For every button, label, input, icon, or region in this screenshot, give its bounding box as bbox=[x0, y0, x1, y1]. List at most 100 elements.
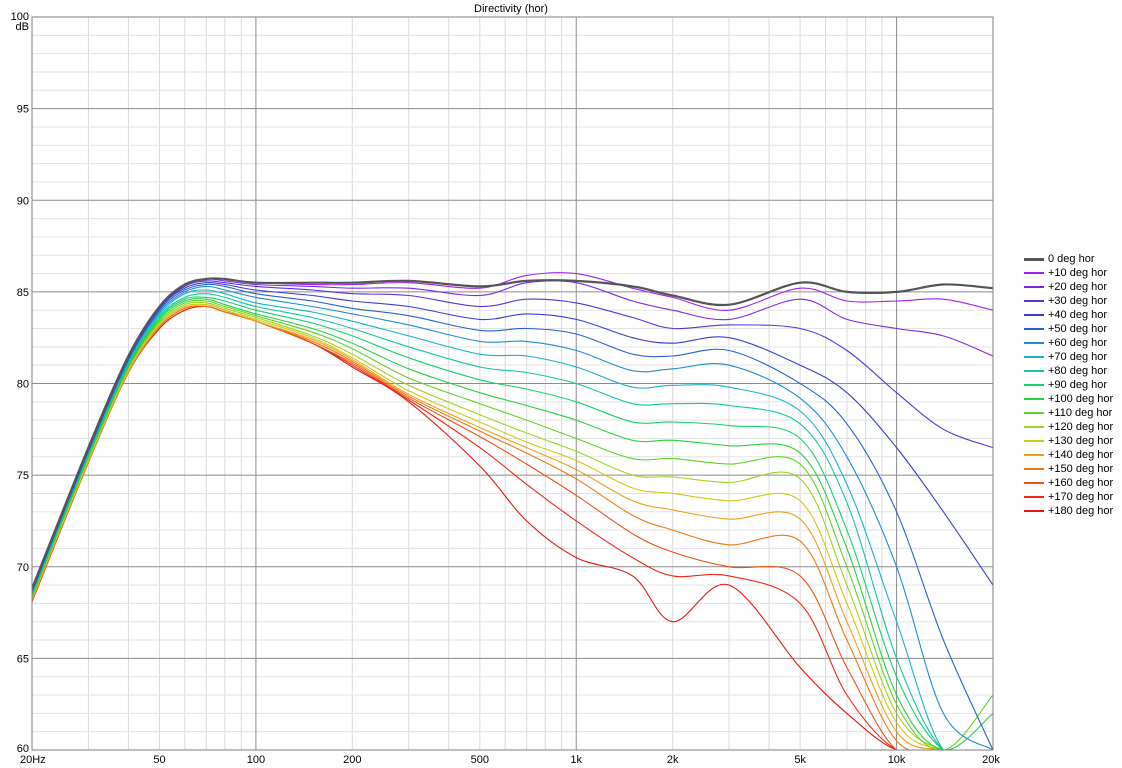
series-line bbox=[32, 289, 993, 750]
legend-item: +170 deg hor bbox=[1024, 490, 1113, 504]
series-line bbox=[32, 301, 993, 750]
y-tick-label: 95 bbox=[17, 104, 29, 116]
y-tick-label: 65 bbox=[17, 653, 29, 665]
legend-swatch bbox=[1024, 440, 1044, 442]
legend-item: +40 deg hor bbox=[1024, 308, 1113, 322]
legend-label: +130 deg hor bbox=[1048, 435, 1114, 447]
series-line bbox=[32, 303, 993, 750]
y-axis-label: dB bbox=[16, 21, 29, 33]
x-tick-label: 5k bbox=[794, 754, 806, 766]
series-line bbox=[32, 305, 993, 750]
legend-label: +180 deg hor bbox=[1048, 505, 1114, 517]
series-line bbox=[32, 299, 993, 750]
legend-swatch bbox=[1024, 342, 1044, 344]
legend-swatch bbox=[1024, 510, 1044, 512]
legend-item: +70 deg hor bbox=[1024, 350, 1113, 364]
series-line bbox=[32, 285, 993, 750]
x-tick-label: 100 bbox=[247, 754, 265, 766]
y-tick-labels: 100 95 90 85 80 75 70 65 60 bbox=[11, 11, 29, 755]
x-tick-label: 1k bbox=[570, 754, 582, 766]
legend-label: +120 deg hor bbox=[1048, 421, 1114, 433]
legend-swatch bbox=[1024, 300, 1044, 302]
legend-swatch bbox=[1024, 426, 1044, 428]
legend-swatch bbox=[1024, 496, 1044, 498]
series-line bbox=[32, 293, 993, 750]
legend-item: +100 deg hor bbox=[1024, 392, 1113, 406]
y-tick-label: 75 bbox=[17, 470, 29, 482]
legend-item: +10 deg hor bbox=[1024, 266, 1113, 280]
legend-item: +150 deg hor bbox=[1024, 462, 1113, 476]
y-tick-label: 90 bbox=[17, 195, 29, 207]
series-line bbox=[32, 305, 993, 750]
x-tick-label: 500 bbox=[471, 754, 489, 766]
legend-swatch bbox=[1024, 314, 1044, 316]
legend-swatch bbox=[1024, 370, 1044, 372]
legend-label: 0 deg hor bbox=[1048, 253, 1095, 265]
legend-label: +10 deg hor bbox=[1048, 267, 1108, 279]
legend-swatch bbox=[1024, 482, 1044, 484]
chart-title: Directivity (hor) bbox=[474, 3, 548, 15]
x-tick-label: 20k bbox=[982, 754, 1000, 766]
x-tick-label: 50 bbox=[153, 754, 165, 766]
y-tick-label: 80 bbox=[17, 379, 29, 391]
legend-swatch bbox=[1024, 286, 1044, 288]
series-line bbox=[32, 298, 993, 750]
legend-swatch bbox=[1024, 412, 1044, 414]
legend-item: +180 deg hor bbox=[1024, 504, 1113, 518]
legend-swatch bbox=[1024, 468, 1044, 470]
legend-label: +140 deg hor bbox=[1048, 449, 1114, 461]
legend-swatch bbox=[1024, 454, 1044, 456]
legend-item: +80 deg hor bbox=[1024, 364, 1113, 378]
x-tick-label: 10k bbox=[888, 754, 906, 766]
legend-item: +160 deg hor bbox=[1024, 476, 1113, 490]
legend-item: +20 deg hor bbox=[1024, 280, 1113, 294]
plot-frame bbox=[31, 16, 994, 751]
legend-label: +110 deg hor bbox=[1048, 407, 1113, 419]
legend-label: +60 deg hor bbox=[1048, 337, 1108, 349]
legend-label: +80 deg hor bbox=[1048, 365, 1108, 377]
legend-item: +30 deg hor bbox=[1024, 294, 1113, 308]
legend-item: +140 deg hor bbox=[1024, 448, 1113, 462]
legend-swatch bbox=[1024, 272, 1044, 274]
x-tick-label: 20Hz bbox=[20, 754, 46, 766]
series-lines bbox=[32, 271, 993, 750]
series-line bbox=[32, 296, 993, 750]
legend-swatch bbox=[1024, 356, 1044, 358]
legend-item: 0 deg hor bbox=[1024, 252, 1113, 266]
legend-item: +110 deg hor bbox=[1024, 406, 1113, 420]
legend-item: +130 deg hor bbox=[1024, 434, 1113, 448]
legend-label: +20 deg hor bbox=[1048, 281, 1108, 293]
legend-label: +170 deg hor bbox=[1048, 491, 1114, 503]
legend-label: +30 deg hor bbox=[1048, 295, 1108, 307]
legend-item: +120 deg hor bbox=[1024, 420, 1113, 434]
x-tick-label: 200 bbox=[343, 754, 361, 766]
legend-label: +150 deg hor bbox=[1048, 463, 1114, 475]
legend-swatch bbox=[1024, 328, 1044, 330]
legend-item: +90 deg hor bbox=[1024, 378, 1113, 392]
series-line bbox=[32, 305, 993, 750]
legend-label: +100 deg hor bbox=[1048, 393, 1114, 405]
series-line bbox=[32, 280, 993, 591]
legend-label: +50 deg hor bbox=[1048, 323, 1108, 335]
legend-swatch bbox=[1024, 398, 1044, 400]
series-line bbox=[32, 305, 993, 750]
series-line bbox=[32, 277, 993, 590]
series-line bbox=[32, 278, 993, 589]
y-tick-label: 85 bbox=[17, 287, 29, 299]
y-tick-label: 60 bbox=[17, 743, 29, 755]
legend-label: +70 deg hor bbox=[1048, 351, 1108, 363]
legend-swatch bbox=[1024, 384, 1044, 386]
y-tick-label: 70 bbox=[17, 562, 29, 574]
legend-label: +40 deg hor bbox=[1048, 309, 1108, 321]
series-line bbox=[32, 283, 993, 750]
x-tick-label: 2k bbox=[667, 754, 679, 766]
y-tick-label: 100 bbox=[11, 11, 29, 23]
legend-swatch bbox=[1024, 257, 1044, 261]
x-tick-labels: 20Hz 50 100 200 500 1k 2k 5k 10k 20k bbox=[20, 754, 1000, 766]
legend-label: +160 deg hor bbox=[1048, 477, 1114, 489]
legend-label: +90 deg hor bbox=[1048, 379, 1108, 391]
legend-item: +60 deg hor bbox=[1024, 336, 1113, 350]
legend-item: +50 deg hor bbox=[1024, 322, 1113, 336]
